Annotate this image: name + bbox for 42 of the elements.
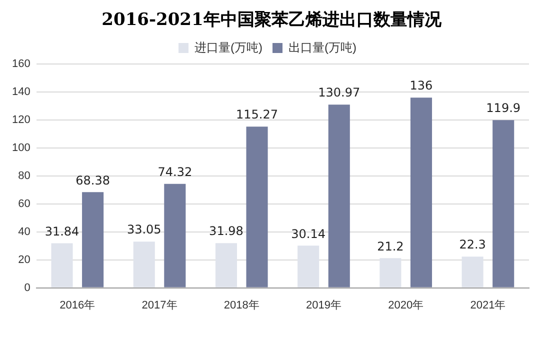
x-tick-label: 2019年 [306,299,342,312]
y-tick-label: 140 [12,86,30,98]
y-tick-label: 120 [12,114,30,126]
legend-label: 进口量(万吨) [194,40,263,54]
y-tick-label: 60 [18,198,30,210]
data-label: 21.2 [377,239,404,254]
bar [492,120,514,288]
data-label: 119.9 [486,101,521,116]
bar [328,104,350,288]
data-label: 74.32 [158,164,192,179]
bar [298,246,320,288]
x-tick-label: 2018年 [224,299,260,312]
x-tick-label: 2020年 [388,299,424,312]
y-tick-label: 40 [18,226,30,238]
bar [410,98,432,288]
x-tick-label: 2017年 [142,299,178,312]
data-label: 68.38 [76,173,110,188]
y-tick-label: 160 [12,58,30,70]
bar [246,126,268,288]
chart-title: 2016-2021年中国聚苯乙烯进出口数量情况 [100,9,442,32]
y-tick-label: 20 [18,254,30,266]
data-label: 136 [410,78,433,93]
data-label: 22.3 [459,238,486,252]
bar [133,242,155,288]
x-tick-label: 2021年 [470,299,506,312]
bar [164,184,186,288]
data-label: 33.05 [126,222,162,237]
x-tick-label: 2016年 [60,299,96,312]
bar [82,192,104,288]
bar [380,258,402,288]
bar [462,256,484,288]
y-tick-label: 100 [12,142,30,154]
data-label: 31.84 [44,224,80,238]
y-tick-label: 80 [18,170,30,182]
bar [51,243,73,288]
data-label: 130.97 [318,86,360,100]
y-tick-label: 0 [24,282,30,294]
data-label: 115.27 [236,108,278,122]
legend-label: 出口量(万吨) [288,40,356,54]
bar [215,243,238,288]
data-label: 31.98 [209,224,244,238]
data-label: 30.14 [291,226,326,241]
